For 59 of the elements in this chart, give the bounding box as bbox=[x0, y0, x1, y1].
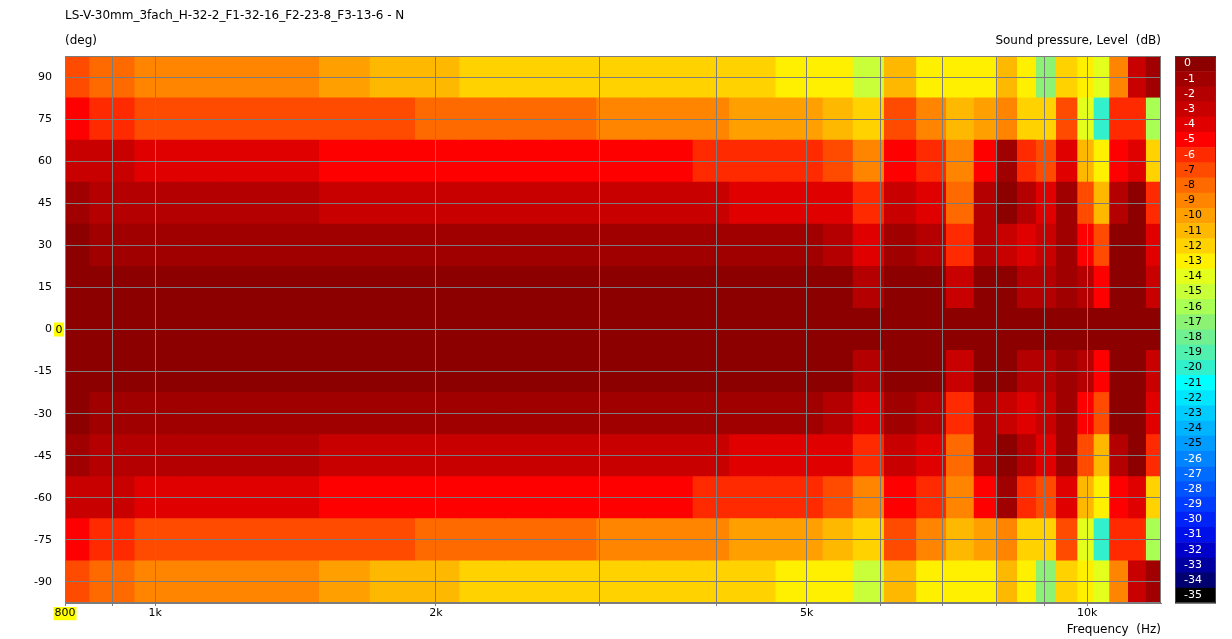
color-bar-label: -25 bbox=[1184, 436, 1202, 450]
color-bar-label: -33 bbox=[1184, 557, 1202, 571]
x-axis-title: Frequency (Hz) bbox=[1066, 622, 1161, 636]
color-bar-label: -24 bbox=[1184, 421, 1202, 435]
color-bar-label: -2 bbox=[1184, 86, 1195, 100]
y-tick-label: -30 bbox=[34, 406, 52, 420]
color-bar-label: -30 bbox=[1184, 512, 1202, 526]
color-bar-label: -31 bbox=[1184, 527, 1202, 541]
y-tick-label: 60 bbox=[38, 154, 52, 168]
y-axis-title: (deg) bbox=[65, 33, 97, 47]
y-tick-label: -90 bbox=[34, 574, 52, 588]
color-bar-label: -17 bbox=[1184, 314, 1202, 328]
color-bar-label: -26 bbox=[1184, 451, 1202, 465]
color-bar-label: -15 bbox=[1184, 284, 1202, 298]
color-bar-label: -21 bbox=[1184, 375, 1202, 389]
color-bar-label: -16 bbox=[1184, 299, 1202, 313]
color-bar-label: -9 bbox=[1184, 193, 1195, 207]
x-tick-label: 800 bbox=[54, 606, 76, 620]
color-bar-title: Sound pressure, Level (dB) bbox=[995, 33, 1161, 47]
color-bar-label: -12 bbox=[1184, 238, 1202, 252]
color-bar-label: -29 bbox=[1184, 497, 1202, 511]
color-bar-label: -8 bbox=[1184, 178, 1195, 192]
color-bar-label: -4 bbox=[1184, 117, 1195, 131]
color-bar-label: -14 bbox=[1184, 269, 1202, 283]
y-tick-label: -60 bbox=[34, 490, 52, 504]
y-tick-label: -15 bbox=[34, 364, 52, 378]
y-tick-label: 0 bbox=[45, 322, 52, 336]
color-bar-label: -32 bbox=[1184, 542, 1202, 556]
y-tick-label: 45 bbox=[38, 196, 52, 210]
x-tick-label: 10k bbox=[1077, 606, 1099, 620]
color-bar-label: -20 bbox=[1184, 360, 1202, 374]
color-bar-label: -22 bbox=[1184, 390, 1202, 404]
color-bar-label: -11 bbox=[1184, 223, 1202, 237]
color-bar-label: -18 bbox=[1184, 329, 1202, 343]
color-bar-label: -34 bbox=[1184, 573, 1202, 587]
color-bar-label: -10 bbox=[1184, 208, 1202, 222]
y-tick-label: 30 bbox=[38, 238, 52, 252]
color-bar-label: -1 bbox=[1184, 71, 1195, 85]
color-bar-label: -13 bbox=[1184, 253, 1202, 267]
x-tick-label: 1k bbox=[148, 606, 163, 620]
x-tick-label: 5k bbox=[799, 606, 814, 620]
color-bar-label: -5 bbox=[1184, 132, 1195, 146]
y-tick-label: 75 bbox=[38, 111, 52, 125]
color-bar-label: -27 bbox=[1184, 466, 1202, 480]
text: 0 bbox=[55, 322, 63, 336]
y-tick-label: 90 bbox=[38, 69, 52, 83]
x-tick-label: 2k bbox=[429, 606, 444, 620]
y-tick-label: -45 bbox=[34, 448, 52, 462]
chart-title: LS-V-30mm_3fach_H-32-2_F1-32-16_F2-23-8_F3-13-6 - N bbox=[65, 8, 405, 22]
color-bar-label: -28 bbox=[1184, 481, 1202, 495]
color-bar-label: -23 bbox=[1184, 405, 1202, 419]
color-bar-label: -3 bbox=[1184, 102, 1195, 116]
color-bar-label: -6 bbox=[1184, 147, 1195, 161]
y-tick-label: -75 bbox=[34, 532, 52, 546]
color-bar-label: -35 bbox=[1184, 588, 1202, 602]
color-bar-label: -7 bbox=[1184, 162, 1195, 176]
y-tick-label: 15 bbox=[38, 280, 52, 294]
color-bar-label: -19 bbox=[1184, 345, 1202, 359]
color-bar-label: 0 bbox=[1184, 56, 1191, 70]
